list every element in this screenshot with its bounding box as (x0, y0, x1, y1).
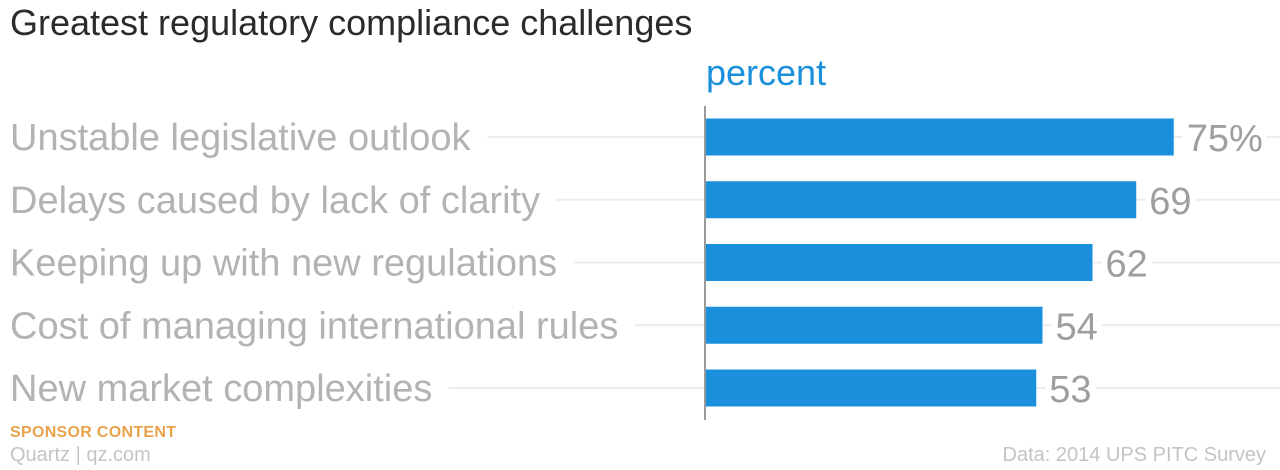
value-label-backing (1101, 243, 1152, 286)
value-label-backing (1145, 180, 1196, 223)
category-label: New market complexities (10, 368, 432, 410)
value-label-backing (1045, 369, 1096, 411)
bars (705, 118, 1174, 407)
value-label: 53 (1049, 369, 1091, 411)
source-credit: Data: 2014 UPS PITC Survey (1002, 444, 1266, 466)
chart-title: Greatest regulatory compliance challenge… (10, 2, 693, 43)
category-labels: Unstable legislative outlook Delays cause… (10, 117, 618, 410)
bar (705, 118, 1174, 156)
brand-credit: Quartz | qz.com (10, 444, 151, 466)
value-label-backing (1182, 118, 1267, 160)
value-label: 62 (1106, 244, 1148, 286)
category-label: Keeping up with new regulations (10, 243, 557, 285)
value-label: 75% (1187, 118, 1263, 160)
category-label: Unstable legislative outlook (10, 117, 471, 159)
axis-label: percent (706, 52, 826, 93)
bar (705, 306, 1043, 344)
sponsor-label: SPONSOR CONTENT (10, 424, 177, 441)
bar (705, 181, 1137, 219)
bar (705, 369, 1037, 407)
value-label-backing (1051, 306, 1102, 349)
category-label: Cost of managing international rules (10, 305, 618, 347)
value-label: 69 (1149, 181, 1191, 223)
value-label: 54 (1056, 306, 1098, 348)
category-label: Delays caused by lack of clarity (10, 180, 540, 222)
bar (705, 244, 1093, 281)
